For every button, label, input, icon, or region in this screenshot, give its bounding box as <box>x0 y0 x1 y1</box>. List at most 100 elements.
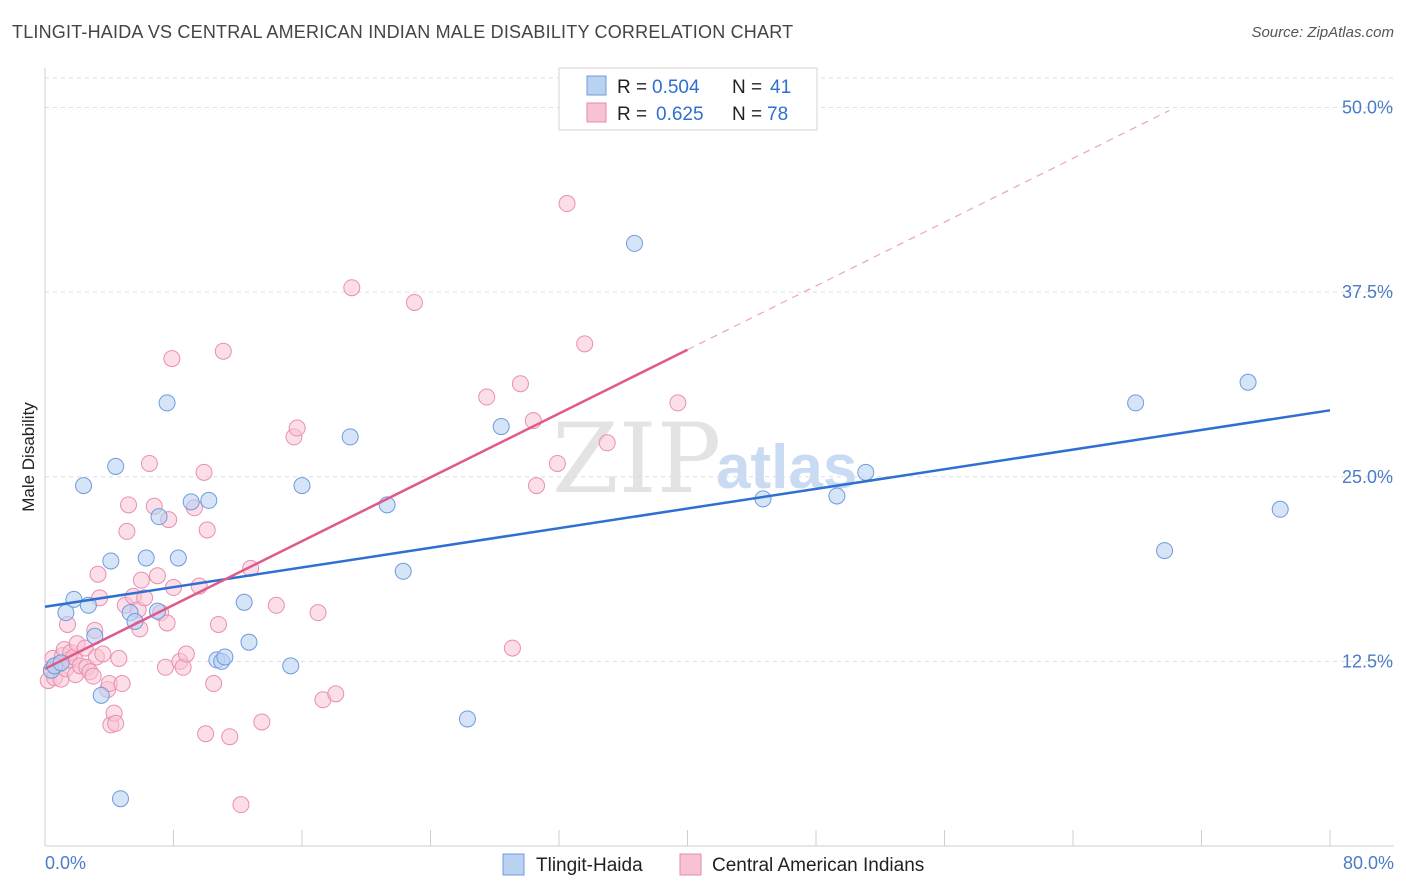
legend-n-value-1: 41 <box>770 77 791 98</box>
point-central-american <box>598 434 616 452</box>
point-central-american <box>267 596 285 614</box>
bottom-legend-label-central-american: Central American Indians <box>712 855 924 876</box>
point-central-american <box>511 375 529 393</box>
point-tlingit-haida <box>150 508 168 526</box>
point-central-american <box>478 388 496 406</box>
point-central-american <box>669 394 687 412</box>
point-central-american <box>198 521 216 539</box>
point-central-american <box>209 615 227 633</box>
point-tlingit-haida <box>102 552 120 570</box>
point-central-american <box>558 195 576 213</box>
stats-legend: R = 0.504 N = 41 R = 0.625 N = 78 <box>558 67 818 131</box>
point-tlingit-haida <box>158 394 176 412</box>
watermark-zip: ZIP <box>552 403 721 515</box>
point-central-american <box>197 725 215 743</box>
point-central-american <box>232 796 250 814</box>
point-central-american <box>253 713 271 731</box>
point-central-american <box>107 714 125 732</box>
point-central-american <box>177 645 195 663</box>
point-tlingit-haida <box>1156 542 1174 560</box>
point-central-american <box>89 565 107 583</box>
point-tlingit-haida <box>111 790 129 808</box>
y-tick-label: 12.5% <box>1342 651 1393 671</box>
source-credit: Source: ZipAtlas.com <box>1251 24 1394 41</box>
point-tlingit-haida <box>169 549 187 567</box>
point-tlingit-haida <box>625 234 643 252</box>
point-central-american <box>214 342 232 360</box>
point-tlingit-haida <box>1239 373 1257 391</box>
legend-n-label-2: N = <box>732 104 762 125</box>
point-central-american <box>405 293 423 311</box>
point-central-american <box>94 645 112 663</box>
point-tlingit-haida <box>65 590 83 608</box>
point-tlingit-haida <box>182 493 200 511</box>
point-central-american <box>148 567 166 585</box>
trend-line-tlingit-haida <box>44 409 1331 608</box>
point-central-american <box>576 335 594 353</box>
point-tlingit-haida <box>1127 394 1145 412</box>
point-central-american <box>118 522 136 540</box>
legend-r-value-1: 0.504 <box>652 77 700 98</box>
point-central-american <box>84 667 102 685</box>
bottom-legend-label-tlingit: Tlingit-Haida <box>536 855 643 876</box>
series-legend: Tlingit-Haida Central American Indians <box>502 853 924 876</box>
point-central-american <box>136 589 154 607</box>
trend-line-central-american-extension <box>687 109 1170 351</box>
point-central-american <box>110 649 128 667</box>
point-central-american <box>503 639 521 657</box>
legend-r-label-2: R = <box>617 104 647 125</box>
point-central-american <box>548 454 566 472</box>
bottom-legend-swatch-central-american <box>679 853 702 876</box>
series-tlingit-haida-points <box>42 234 1289 808</box>
x-tick-label-min: 0.0% <box>45 853 86 873</box>
point-tlingit-haida <box>137 549 155 567</box>
legend-r-label-1: R = <box>617 77 647 98</box>
point-central-american <box>309 604 327 622</box>
point-tlingit-haida <box>293 477 311 495</box>
legend-n-label-1: N = <box>732 77 762 98</box>
point-tlingit-haida <box>1271 500 1289 518</box>
point-central-american <box>120 496 138 514</box>
y-axis-title: Male Disability <box>19 402 38 512</box>
point-central-american <box>327 685 345 703</box>
point-tlingit-haida <box>240 633 258 651</box>
legend-n-value-2: 78 <box>767 104 788 125</box>
point-tlingit-haida <box>492 418 510 436</box>
point-tlingit-haida <box>458 710 476 728</box>
point-tlingit-haida <box>75 477 93 495</box>
point-tlingit-haida <box>235 593 253 611</box>
point-tlingit-haida <box>828 487 846 505</box>
point-tlingit-haida <box>394 562 412 580</box>
trend-line-central-american <box>44 348 689 670</box>
point-central-american <box>343 279 361 297</box>
legend-swatch-tlingit <box>586 75 607 96</box>
point-central-american <box>195 463 213 481</box>
y-tick-label: 50.0% <box>1342 98 1393 118</box>
point-central-american <box>163 350 181 368</box>
x-ticks <box>44 830 1331 846</box>
point-tlingit-haida <box>216 648 234 666</box>
legend-r-value-2: 0.625 <box>656 104 704 125</box>
point-central-american <box>140 454 158 472</box>
point-tlingit-haida <box>92 686 110 704</box>
point-tlingit-haida <box>107 457 125 475</box>
point-central-american <box>113 675 131 693</box>
legend-swatch-central-american <box>586 102 607 123</box>
axes <box>44 68 1394 847</box>
point-central-american <box>528 477 546 495</box>
point-tlingit-haida <box>200 491 218 509</box>
point-central-american <box>158 614 176 632</box>
x-tick-label-max: 80.0% <box>1343 853 1394 873</box>
point-central-american <box>205 675 223 693</box>
point-tlingit-haida <box>341 428 359 446</box>
point-central-american <box>132 571 150 589</box>
chart-title: TLINGIT-HAIDA VS CENTRAL AMERICAN INDIAN… <box>12 22 794 42</box>
point-central-american <box>288 419 306 437</box>
point-central-american <box>156 658 174 676</box>
point-central-american <box>221 728 239 746</box>
y-tick-label: 25.0% <box>1342 467 1393 487</box>
point-tlingit-haida <box>282 657 300 675</box>
trend-lines <box>44 109 1331 670</box>
bottom-legend-swatch-tlingit <box>502 853 525 876</box>
